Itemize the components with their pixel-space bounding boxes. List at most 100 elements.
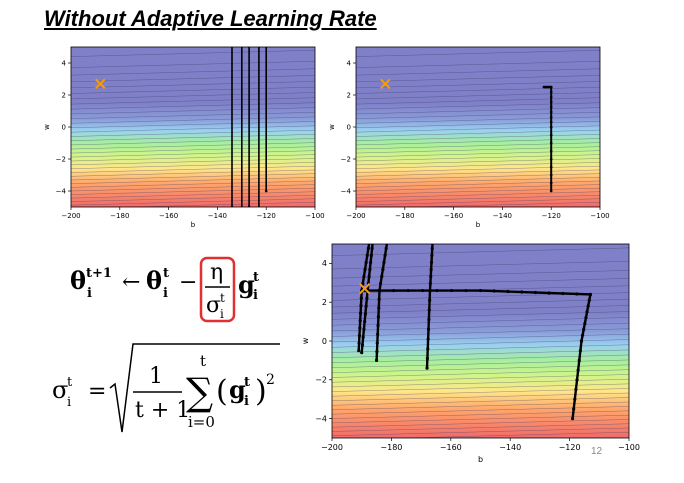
contour-line bbox=[71, 49, 315, 57]
contour-line bbox=[356, 102, 600, 110]
rms-numerator: 1 bbox=[149, 364, 163, 389]
contour-line bbox=[332, 247, 629, 256]
y-tick-label: 4 bbox=[347, 59, 352, 67]
contour-line bbox=[71, 158, 315, 166]
x-tick-label: −140 bbox=[493, 212, 512, 220]
iteration-point bbox=[426, 347, 430, 351]
contour-line bbox=[71, 86, 315, 94]
y-tick-label: −2 bbox=[341, 155, 351, 163]
iteration-point bbox=[374, 358, 379, 362]
x-axis-label: b bbox=[191, 221, 196, 229]
iteration-point bbox=[377, 297, 381, 301]
contour-line bbox=[71, 68, 315, 76]
iteration-point bbox=[358, 326, 362, 330]
optimum-marker-icon bbox=[358, 282, 371, 295]
iteration-point bbox=[363, 312, 368, 316]
contour-line bbox=[356, 169, 600, 177]
iteration-point bbox=[431, 233, 434, 236]
iteration-point bbox=[549, 95, 553, 99]
iteration-point bbox=[449, 288, 454, 293]
iteration-point bbox=[364, 260, 368, 265]
contour-line bbox=[332, 410, 629, 419]
contour-line bbox=[71, 112, 315, 119]
contour-line bbox=[332, 414, 629, 424]
iteration-point bbox=[578, 349, 582, 353]
contour-line bbox=[71, 129, 315, 137]
rms-sigma-sup: t bbox=[67, 375, 73, 390]
contour-line bbox=[356, 146, 600, 154]
x-tick-label: −200 bbox=[61, 212, 80, 220]
contour-line bbox=[71, 75, 315, 83]
x-axis-label: b bbox=[478, 455, 483, 464]
contour-line bbox=[332, 311, 629, 320]
contour-line bbox=[356, 142, 600, 150]
y-tick-label: 0 bbox=[347, 123, 351, 131]
learning-rate-highlight-box bbox=[199, 256, 236, 323]
iteration-point bbox=[426, 327, 431, 331]
iteration-point bbox=[492, 289, 496, 293]
iteration-point bbox=[362, 274, 366, 279]
iteration-point bbox=[427, 308, 431, 312]
iteration-point bbox=[464, 288, 468, 293]
contour-line bbox=[71, 184, 315, 192]
trajectories bbox=[357, 233, 592, 421]
start-point bbox=[247, 205, 251, 207]
iteration-point bbox=[574, 387, 578, 392]
rms-gradient-sup: t bbox=[244, 375, 250, 390]
contour-line bbox=[71, 116, 315, 124]
contour-line bbox=[356, 68, 600, 76]
contour-line bbox=[332, 305, 629, 314]
start-point bbox=[258, 38, 261, 41]
iteration-point bbox=[506, 289, 510, 294]
iteration-point bbox=[359, 303, 363, 308]
contour-line bbox=[71, 173, 315, 181]
iteration-point bbox=[586, 304, 590, 308]
iteration-point bbox=[380, 274, 384, 279]
contour-line bbox=[356, 107, 600, 115]
iteration-point bbox=[365, 253, 369, 257]
gradient-symbol: g bbox=[238, 270, 255, 299]
rms-sigma: σ bbox=[52, 376, 68, 404]
contour-plot-1: −200 −180 −160 −140 −120 −100 4 2 0 −2 −4 b w bbox=[43, 38, 325, 229]
y-tick-label: 4 bbox=[62, 59, 67, 67]
x-tick-label: −120 bbox=[542, 212, 561, 220]
contour-line bbox=[356, 177, 600, 184]
iteration-point bbox=[430, 246, 434, 250]
contour-line bbox=[356, 158, 600, 166]
contour-line bbox=[356, 150, 600, 158]
iteration-point bbox=[361, 335, 365, 339]
contour-line bbox=[71, 154, 315, 162]
iteration-point bbox=[585, 310, 589, 314]
contour-line bbox=[71, 180, 315, 188]
iteration-point bbox=[360, 351, 364, 355]
iteration-point bbox=[370, 246, 374, 250]
iteration-point bbox=[549, 115, 553, 119]
contour-line bbox=[332, 388, 629, 397]
iteration-point bbox=[371, 240, 374, 243]
sum-upper-limit: t bbox=[200, 352, 206, 370]
contour-line bbox=[71, 142, 315, 150]
x-tick-label: −160 bbox=[444, 212, 463, 220]
theta-new-sup: t+1 bbox=[86, 266, 112, 281]
iteration-point bbox=[428, 298, 432, 302]
contour-line bbox=[356, 194, 600, 202]
contour-line bbox=[71, 191, 315, 199]
iteration-point bbox=[549, 133, 553, 137]
iteration-point bbox=[577, 358, 581, 362]
optimum-marker-icon bbox=[95, 78, 106, 90]
contour-line bbox=[356, 92, 600, 100]
iteration-point bbox=[582, 327, 586, 331]
contour-line bbox=[356, 97, 600, 105]
x-tick-label: −180 bbox=[110, 212, 129, 220]
iteration-point bbox=[369, 253, 373, 257]
contour-line bbox=[332, 392, 629, 402]
y-tick-label: 2 bbox=[347, 91, 351, 99]
y-tick-label: −2 bbox=[56, 155, 66, 163]
contour-line bbox=[356, 125, 600, 133]
contour-line bbox=[71, 134, 315, 141]
iteration-point bbox=[372, 233, 375, 236]
y-tick-label: −4 bbox=[341, 187, 352, 195]
contour-line bbox=[332, 339, 629, 348]
iteration-point bbox=[360, 343, 365, 347]
contour-line bbox=[356, 49, 600, 57]
